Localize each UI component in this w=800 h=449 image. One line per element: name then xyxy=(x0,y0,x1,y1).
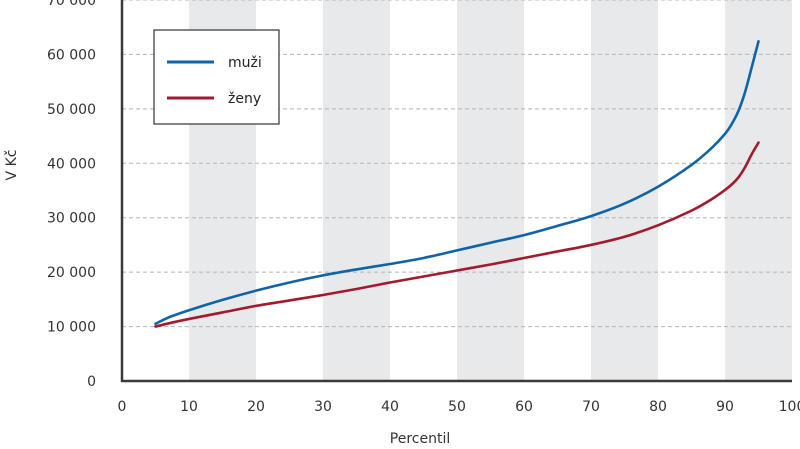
shaded-band-2 xyxy=(457,0,524,381)
x-tick-label: 0 xyxy=(118,399,127,415)
y-tick-label: 20 000 xyxy=(47,265,96,281)
y-tick-label: 0 xyxy=(87,374,96,390)
legend: muži ženy xyxy=(153,29,280,125)
legend-box xyxy=(153,29,280,125)
legend-label-muzi: muži xyxy=(228,55,262,71)
y-tick-label: 70 000 xyxy=(47,0,96,9)
x-tick-label: 20 xyxy=(247,399,265,415)
y-axis-title: V Kč xyxy=(4,150,20,181)
x-tick-label: 30 xyxy=(314,399,332,415)
x-tick-label: 40 xyxy=(381,399,399,415)
series-lines xyxy=(154,40,760,328)
y-tick-label: 40 000 xyxy=(47,156,96,172)
axes xyxy=(120,0,792,383)
shaded-band-1 xyxy=(323,0,390,381)
tick-labels: 0 10 20 30 40 50 60 70 80 90 100 0 10 000 20 000 30 00… xyxy=(47,0,800,415)
x-axis-title: Percentil xyxy=(390,431,450,447)
x-tick-label: 100 xyxy=(779,399,800,415)
legend-label-zeny: ženy xyxy=(228,91,261,107)
x-tick-label: 60 xyxy=(515,399,533,415)
series-line-muzi xyxy=(154,40,760,326)
y-tick-label: 30 000 xyxy=(47,211,96,227)
y-tick-label: 50 000 xyxy=(47,102,96,118)
series-line-zeny xyxy=(154,141,760,328)
x-tick-label: 10 xyxy=(180,399,198,415)
y-tick-label: 10 000 xyxy=(47,320,96,336)
shaded-band-4 xyxy=(725,0,792,381)
x-tick-label: 50 xyxy=(448,399,466,415)
x-tick-label: 80 xyxy=(649,399,667,415)
x-tick-label: 70 xyxy=(582,399,600,415)
shaded-bands xyxy=(189,0,792,381)
y-tick-label: 60 000 xyxy=(47,47,96,63)
shaded-band-3 xyxy=(591,0,658,381)
x-tick-label: 90 xyxy=(716,399,734,415)
